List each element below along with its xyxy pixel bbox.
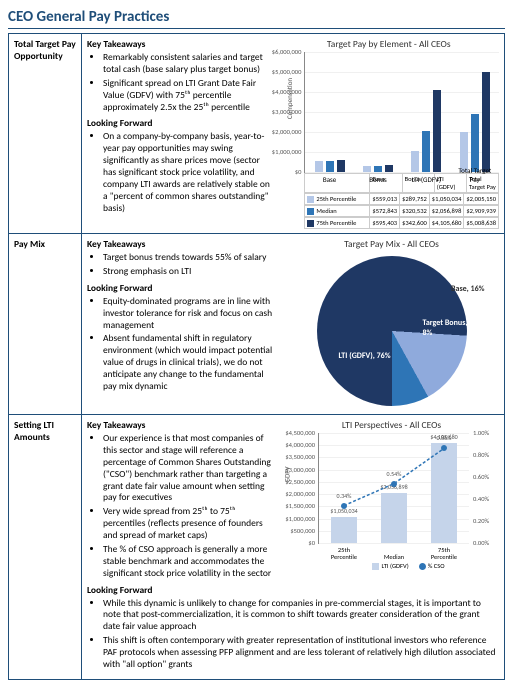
kt-heading: Key Takeaways bbox=[87, 238, 278, 250]
y2tick-label: 0.80% bbox=[473, 451, 501, 459]
kt-item: Strong emphasis on LTI bbox=[103, 266, 278, 278]
row-label-lti: Setting LTI Amounts bbox=[9, 415, 82, 680]
legend-row: 25th Percentile$559,013$289,752$1,050,03… bbox=[304, 193, 499, 205]
lf-heading: Looking Forward bbox=[87, 584, 499, 596]
ytick-label: $0 bbox=[263, 539, 315, 547]
kt-item: Remarkably consistent salaries and targe… bbox=[103, 52, 272, 76]
lf-heading: Looking Forward bbox=[87, 282, 278, 294]
lf-item: Absent fundamental shift in regulatory e… bbox=[103, 333, 278, 392]
lf-item: Equity-dominated programs are in line wi… bbox=[103, 296, 278, 332]
ytick-label: $1,000,000 bbox=[255, 148, 301, 156]
y2tick-label: 0.00% bbox=[473, 539, 501, 547]
content-table: Total Target Pay Opportunity Key Takeawa… bbox=[8, 33, 505, 680]
pie-slice-label: Base, 16% bbox=[451, 284, 484, 294]
kt-list: Remarkably consistent salaries and targe… bbox=[87, 52, 272, 113]
y2tick-label: 0.60% bbox=[473, 473, 501, 481]
kt-list: Our experience is that most companies of… bbox=[87, 433, 278, 580]
ytick-label: $1,000,000 bbox=[263, 515, 315, 523]
ytick-label: $4,000,000 bbox=[255, 88, 301, 96]
kt-item: Target bonus trends towards 55% of salar… bbox=[103, 252, 278, 264]
y2tick-label: 1.00% bbox=[473, 429, 501, 437]
ytick-label: $500,000 bbox=[263, 527, 315, 535]
ytick-label: $4,000,000 bbox=[263, 441, 315, 449]
bar-chart: Target Pay by Element - All CEOs Compens… bbox=[278, 38, 499, 229]
ytick-label: $5,000,000 bbox=[255, 68, 301, 76]
legend-item: % CSO bbox=[419, 562, 445, 570]
row-label-pay-mix: Pay Mix bbox=[9, 234, 82, 415]
ytick-label: $0 bbox=[255, 168, 301, 176]
kt-item: Very wide spread from 25ᵗʰ to 75ᵗʰ perce… bbox=[103, 506, 278, 542]
xtick-label: Base bbox=[311, 175, 349, 184]
ytick-label: $1,500,000 bbox=[263, 502, 315, 510]
ytick-label: $2,000,000 bbox=[255, 128, 301, 136]
lf-list: On a company-by-company basis, year-to-y… bbox=[87, 131, 272, 214]
kt-heading: Key Takeaways bbox=[87, 38, 272, 50]
lf-list: While this dynamic is unlikely to change… bbox=[87, 598, 499, 671]
legend-item: LTI (GDFV) bbox=[372, 562, 408, 570]
pie-chart: Target Pay Mix - All CEOs LTI (GDFV), 76… bbox=[284, 238, 499, 410]
xtick-label: LTI (GDFV) bbox=[407, 175, 445, 184]
bar-chart-title: Target Pay by Element - All CEOs bbox=[278, 38, 499, 50]
line-chart: LTI Perspectives - All CEOs GDFV $0$500,… bbox=[284, 419, 499, 584]
kt-item: The % of CSO approach is generally a mor… bbox=[103, 544, 278, 580]
xtick-label: Total Target Pay bbox=[456, 166, 494, 184]
lf-heading: Looking Forward bbox=[87, 117, 272, 129]
legend-row: 75th Percentile$595,403$342,600$4,105,68… bbox=[304, 217, 499, 229]
kt-item: Our experience is that most companies of… bbox=[103, 433, 278, 504]
xtick-label: 75th Percentile bbox=[426, 547, 462, 561]
lf-item: On a company-by-company basis, year-to-y… bbox=[103, 131, 272, 214]
xtick-label: 25th Percentile bbox=[326, 547, 362, 561]
pie-chart-title: Target Pay Mix - All CEOs bbox=[284, 238, 499, 250]
line-chart-title: LTI Perspectives - All CEOs bbox=[284, 419, 499, 431]
ytick-label: $3,000,000 bbox=[255, 108, 301, 116]
y2tick-label: 0.40% bbox=[473, 495, 501, 503]
lf-item: This shift is often contemporary with gr… bbox=[103, 635, 499, 671]
legend-row: Median$572,843$320,532$2,056,898$2,909,9… bbox=[304, 205, 499, 217]
ytick-label: $3,000,000 bbox=[263, 466, 315, 474]
lf-list: Equity-dominated programs are in line wi… bbox=[87, 296, 278, 393]
ytick-label: $2,000,000 bbox=[263, 490, 315, 498]
ytick-label: $4,500,000 bbox=[263, 429, 315, 437]
page-title: CEO General Pay Practices bbox=[8, 8, 505, 29]
kt-heading: Key Takeaways bbox=[87, 419, 278, 431]
pie-slice-label: Target Bonus, 8% bbox=[423, 318, 473, 338]
row-label-total-target: Total Target Pay Opportunity bbox=[9, 34, 82, 234]
xtick-label: Bonus bbox=[359, 175, 397, 184]
ytick-label: $2,500,000 bbox=[263, 478, 315, 486]
y2tick-label: 0.20% bbox=[473, 517, 501, 525]
kt-list: Target bonus trends towards 55% of salar… bbox=[87, 252, 278, 278]
lf-item: While this dynamic is unlikely to change… bbox=[103, 598, 499, 634]
ytick-label: $3,500,000 bbox=[263, 453, 315, 461]
pie-slice-label: LTI (GDFV), 76% bbox=[339, 351, 391, 361]
xtick-label: Median bbox=[376, 554, 412, 561]
ytick-label: $6,000,000 bbox=[255, 48, 301, 56]
kt-item: Significant spread on LTI Grant Date Fai… bbox=[103, 78, 272, 114]
